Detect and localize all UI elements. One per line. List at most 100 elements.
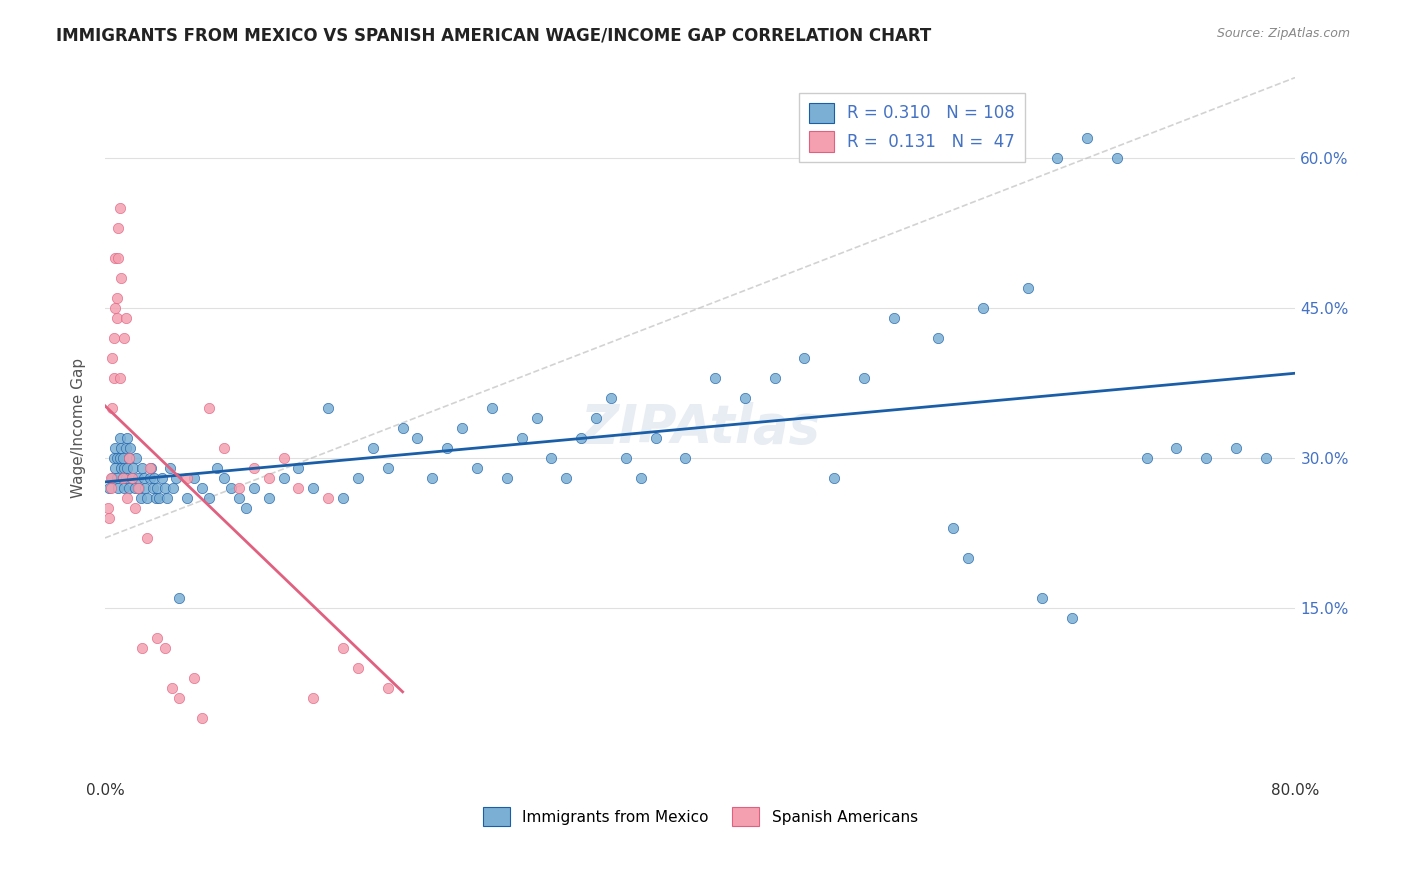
Point xyxy=(104,461,127,475)
Point xyxy=(112,331,135,345)
Point xyxy=(332,491,354,505)
Point xyxy=(287,461,309,475)
Point xyxy=(316,401,339,415)
Point xyxy=(972,301,994,315)
Point xyxy=(465,461,488,475)
Point xyxy=(101,351,124,365)
Point xyxy=(510,431,533,445)
Point xyxy=(122,461,145,475)
Point xyxy=(942,521,965,535)
Point xyxy=(1166,441,1188,455)
Point xyxy=(1076,130,1098,145)
Point xyxy=(104,301,127,315)
Point xyxy=(257,491,280,505)
Point xyxy=(118,450,141,465)
Point xyxy=(495,471,517,485)
Point xyxy=(101,401,124,415)
Point xyxy=(793,351,815,365)
Point xyxy=(104,441,127,455)
Point xyxy=(159,461,181,475)
Point xyxy=(273,450,295,465)
Point xyxy=(228,481,250,495)
Point xyxy=(110,461,132,475)
Point xyxy=(135,531,157,545)
Point xyxy=(302,481,325,495)
Point xyxy=(129,491,152,505)
Point xyxy=(190,481,212,495)
Point xyxy=(190,711,212,725)
Point xyxy=(235,500,257,515)
Point xyxy=(125,450,148,465)
Point xyxy=(117,431,139,445)
Point xyxy=(105,471,128,485)
Point xyxy=(101,471,124,485)
Point xyxy=(243,481,266,495)
Text: Source: ZipAtlas.com: Source: ZipAtlas.com xyxy=(1216,27,1350,40)
Point xyxy=(927,331,949,345)
Point xyxy=(103,331,125,345)
Point xyxy=(569,431,592,445)
Point xyxy=(540,450,562,465)
Point xyxy=(134,481,156,495)
Point xyxy=(142,481,165,495)
Point xyxy=(852,371,875,385)
Point xyxy=(316,491,339,505)
Point xyxy=(1254,450,1277,465)
Point xyxy=(1136,450,1159,465)
Point xyxy=(673,450,696,465)
Point xyxy=(205,461,228,475)
Point xyxy=(105,310,128,325)
Point xyxy=(108,431,131,445)
Point xyxy=(243,461,266,475)
Point xyxy=(1195,450,1218,465)
Point xyxy=(105,450,128,465)
Text: ZIPAtlas: ZIPAtlas xyxy=(581,401,820,454)
Point xyxy=(103,450,125,465)
Point xyxy=(112,461,135,475)
Point xyxy=(118,450,141,465)
Point xyxy=(121,471,143,485)
Point xyxy=(228,491,250,505)
Point xyxy=(100,471,122,485)
Point xyxy=(176,471,198,485)
Point xyxy=(107,481,129,495)
Point xyxy=(117,461,139,475)
Point xyxy=(97,500,120,515)
Point xyxy=(614,450,637,465)
Point xyxy=(128,481,150,495)
Point xyxy=(153,641,176,656)
Point xyxy=(124,481,146,495)
Point xyxy=(100,481,122,495)
Point xyxy=(124,500,146,515)
Point xyxy=(391,421,413,435)
Point xyxy=(526,410,548,425)
Point xyxy=(120,441,142,455)
Point xyxy=(148,491,170,505)
Point xyxy=(117,491,139,505)
Point xyxy=(332,641,354,656)
Point xyxy=(153,481,176,495)
Point xyxy=(127,481,149,495)
Point xyxy=(104,251,127,265)
Point xyxy=(145,491,167,505)
Point xyxy=(1062,611,1084,625)
Text: IMMIGRANTS FROM MEXICO VS SPANISH AMERICAN WAGE/INCOME GAP CORRELATION CHART: IMMIGRANTS FROM MEXICO VS SPANISH AMERIC… xyxy=(56,27,932,45)
Point xyxy=(212,441,235,455)
Point xyxy=(132,471,155,485)
Point xyxy=(108,201,131,215)
Point xyxy=(160,681,183,695)
Point xyxy=(221,481,243,495)
Point xyxy=(1017,281,1039,295)
Point xyxy=(108,371,131,385)
Point xyxy=(212,471,235,485)
Point xyxy=(406,431,429,445)
Point xyxy=(273,471,295,485)
Point xyxy=(146,481,169,495)
Point xyxy=(169,691,191,706)
Point xyxy=(135,491,157,505)
Point xyxy=(600,391,623,405)
Point xyxy=(138,471,160,485)
Point xyxy=(156,491,179,505)
Point xyxy=(105,291,128,305)
Point xyxy=(347,661,370,675)
